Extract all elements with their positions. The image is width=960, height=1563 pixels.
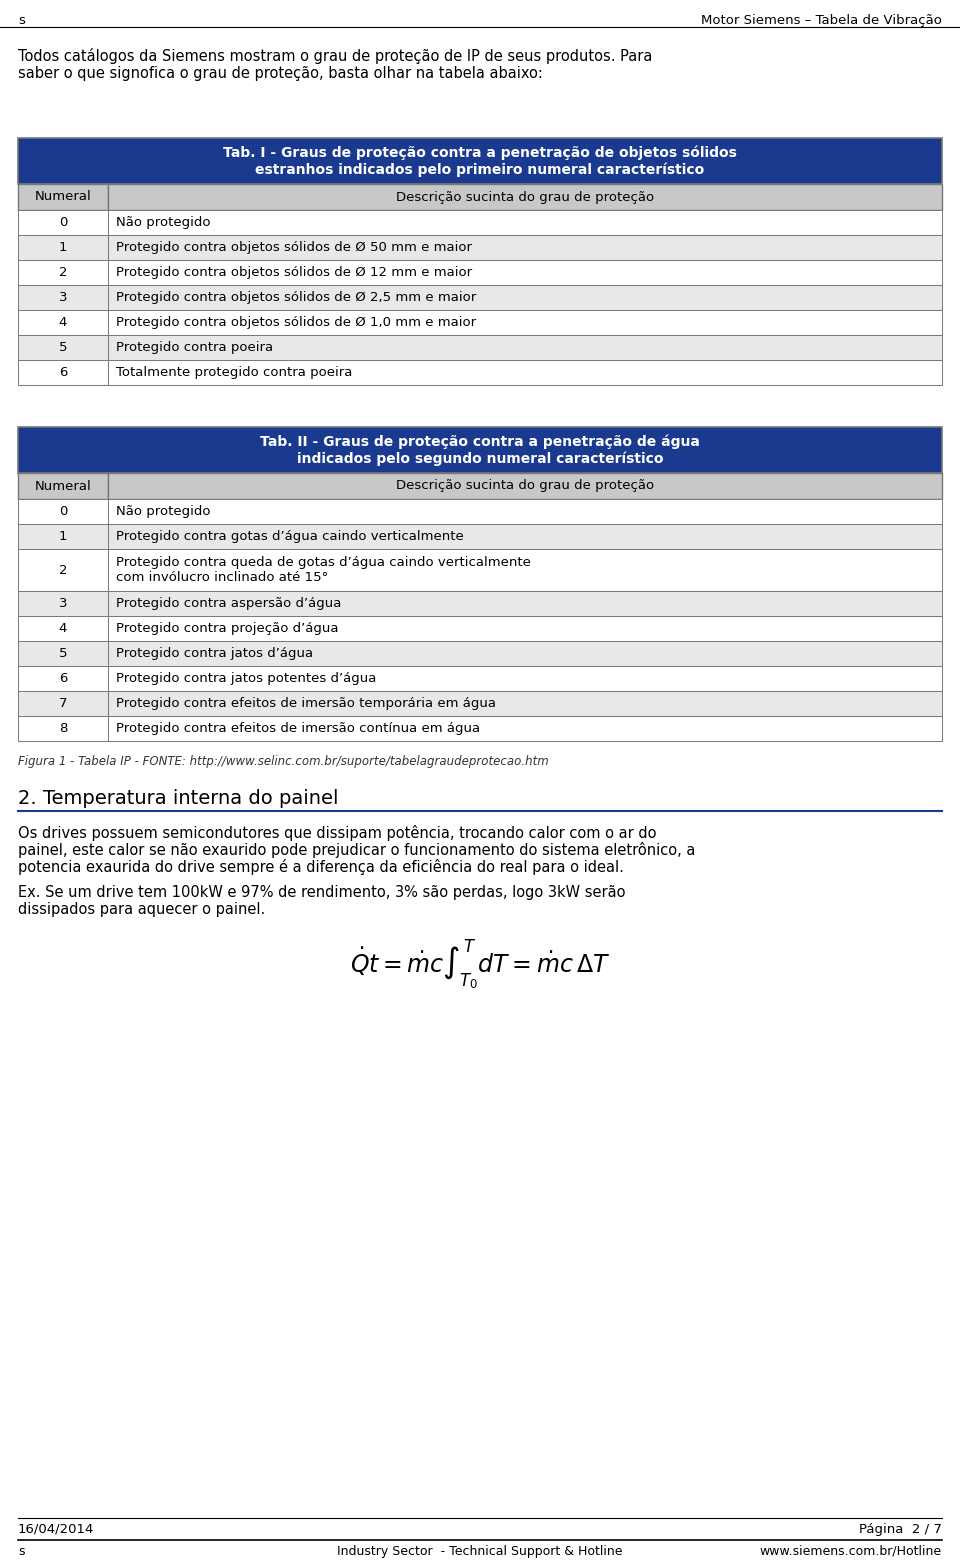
Bar [108, 524, 942, 549]
Text: 7: 7 [59, 697, 67, 710]
Bar [108, 549, 942, 591]
Text: www.siemens.com.br/Hotline: www.siemens.com.br/Hotline [760, 1544, 942, 1558]
Bar [18, 716, 108, 741]
Text: 5: 5 [59, 341, 67, 353]
Text: Não protegido: Não protegido [116, 216, 210, 230]
Bar [108, 591, 942, 616]
Bar [108, 641, 942, 666]
Text: Tab. II - Graus de proteção contra a penetração de água
indicados pelo segundo n: Tab. II - Graus de proteção contra a pen… [260, 435, 700, 466]
Text: Protegido contra gotas d’água caindo verticalmente: Protegido contra gotas d’água caindo ver… [116, 530, 464, 542]
Text: $\dot{Q}t = \dot{m}c \int_{T_0}^{T} dT = \dot{m}c\,\Delta T$: $\dot{Q}t = \dot{m}c \int_{T_0}^{T} dT =… [350, 938, 610, 993]
Bar [18, 641, 108, 666]
Text: Os drives possuem semicondutores que dissipam potência, trocando calor com o ar : Os drives possuem semicondutores que dis… [18, 825, 657, 841]
Text: 0: 0 [59, 216, 67, 230]
Bar [18, 184, 108, 209]
Bar [108, 284, 942, 309]
Bar [108, 499, 942, 524]
Text: Tab. I - Graus de proteção contra a penetração de objetos sólidos
estranhos indi: Tab. I - Graus de proteção contra a pene… [223, 145, 737, 177]
Text: 3: 3 [59, 291, 67, 303]
Text: Totalmente protegido contra poeira: Totalmente protegido contra poeira [116, 366, 352, 378]
Text: dissipados para aquecer o painel.: dissipados para aquecer o painel. [18, 902, 265, 917]
Text: Industry Sector  - Technical Support & Hotline: Industry Sector - Technical Support & Ho… [337, 1544, 623, 1558]
Bar [18, 474, 108, 499]
Bar [18, 591, 108, 616]
Text: Protegido contra objetos sólidos de Ø 50 mm e maior: Protegido contra objetos sólidos de Ø 50… [116, 241, 472, 255]
Text: Protegido contra efeitos de imersão temporária em água: Protegido contra efeitos de imersão temp… [116, 697, 496, 710]
Text: 4: 4 [59, 316, 67, 328]
Text: s: s [18, 14, 25, 27]
Text: 1: 1 [59, 530, 67, 542]
Text: Página  2 / 7: Página 2 / 7 [859, 1522, 942, 1536]
Bar [18, 259, 108, 284]
Bar [18, 234, 108, 259]
Text: Numeral: Numeral [35, 480, 91, 492]
Text: 2. Temperatura interna do painel: 2. Temperatura interna do painel [18, 789, 339, 808]
Text: 3: 3 [59, 597, 67, 610]
Bar [18, 666, 108, 691]
Text: Protegido contra objetos sólidos de Ø 2,5 mm e maior: Protegido contra objetos sólidos de Ø 2,… [116, 291, 476, 303]
Bar [108, 334, 942, 359]
Bar [108, 716, 942, 741]
Text: potencia exaurida do drive sempre é a diferença da eficiência do real para o ide: potencia exaurida do drive sempre é a di… [18, 860, 624, 875]
Bar [108, 616, 942, 641]
Bar [108, 209, 942, 234]
Bar [18, 359, 108, 384]
Bar [108, 234, 942, 259]
Text: Figura 1 - Tabela IP - FONTE: http://www.selinc.com.br/suporte/tabelagraudeprote: Figura 1 - Tabela IP - FONTE: http://www… [18, 755, 549, 767]
Text: Não protegido: Não protegido [116, 505, 210, 517]
Bar [18, 309, 108, 334]
Text: 1: 1 [59, 241, 67, 255]
Text: Protegido contra queda de gotas d’água caindo verticalmente
com invólucro inclin: Protegido contra queda de gotas d’água c… [116, 556, 531, 585]
Bar [108, 691, 942, 716]
Text: 2: 2 [59, 564, 67, 577]
Text: Protegido contra efeitos de imersão contínua em água: Protegido contra efeitos de imersão cont… [116, 722, 480, 735]
Text: Protegido contra projeção d’água: Protegido contra projeção d’água [116, 622, 339, 635]
Text: Protegido contra jatos potentes d’água: Protegido contra jatos potentes d’água [116, 672, 376, 685]
Text: Descrição sucinta do grau de proteção: Descrição sucinta do grau de proteção [396, 191, 654, 203]
Text: Protegido contra aspersão d’água: Protegido contra aspersão d’água [116, 597, 342, 610]
Text: 2: 2 [59, 266, 67, 280]
Text: Numeral: Numeral [35, 191, 91, 203]
Text: 5: 5 [59, 647, 67, 660]
Bar [18, 334, 108, 359]
Bar [18, 284, 108, 309]
Bar [108, 666, 942, 691]
Text: Todos catálogos da Siemens mostram o grau de proteção de IP de seus produtos. Pa: Todos catálogos da Siemens mostram o gra… [18, 48, 653, 81]
Bar [108, 359, 942, 384]
Bar [18, 691, 108, 716]
Text: Protegido contra objetos sólidos de Ø 1,0 mm e maior: Protegido contra objetos sólidos de Ø 1,… [116, 316, 476, 328]
Text: 4: 4 [59, 622, 67, 635]
Text: 8: 8 [59, 722, 67, 735]
Text: Descrição sucinta do grau de proteção: Descrição sucinta do grau de proteção [396, 480, 654, 492]
Bar [18, 209, 108, 234]
Bar [18, 427, 942, 474]
Text: Protegido contra jatos d’água: Protegido contra jatos d’água [116, 647, 313, 660]
Text: s: s [18, 1544, 25, 1558]
Bar [18, 549, 108, 591]
Text: 16/04/2014: 16/04/2014 [18, 1522, 94, 1536]
Bar [18, 499, 108, 524]
Bar [108, 474, 942, 499]
Bar [108, 259, 942, 284]
Bar [18, 138, 942, 184]
Text: painel, este calor se não exaurido pode prejudicar o funcionamento do sistema el: painel, este calor se não exaurido pode … [18, 842, 695, 858]
Text: Protegido contra objetos sólidos de Ø 12 mm e maior: Protegido contra objetos sólidos de Ø 12… [116, 266, 472, 280]
Bar [108, 309, 942, 334]
Bar [18, 524, 108, 549]
Text: Motor Siemens – Tabela de Vibração: Motor Siemens – Tabela de Vibração [701, 14, 942, 27]
Text: Protegido contra poeira: Protegido contra poeira [116, 341, 274, 353]
Text: 6: 6 [59, 672, 67, 685]
Text: 6: 6 [59, 366, 67, 378]
Text: 0: 0 [59, 505, 67, 517]
Bar [18, 616, 108, 641]
Text: Ex. Se um drive tem 100kW e 97% de rendimento, 3% são perdas, logo 3kW serão: Ex. Se um drive tem 100kW e 97% de rendi… [18, 885, 626, 900]
Bar [108, 184, 942, 209]
